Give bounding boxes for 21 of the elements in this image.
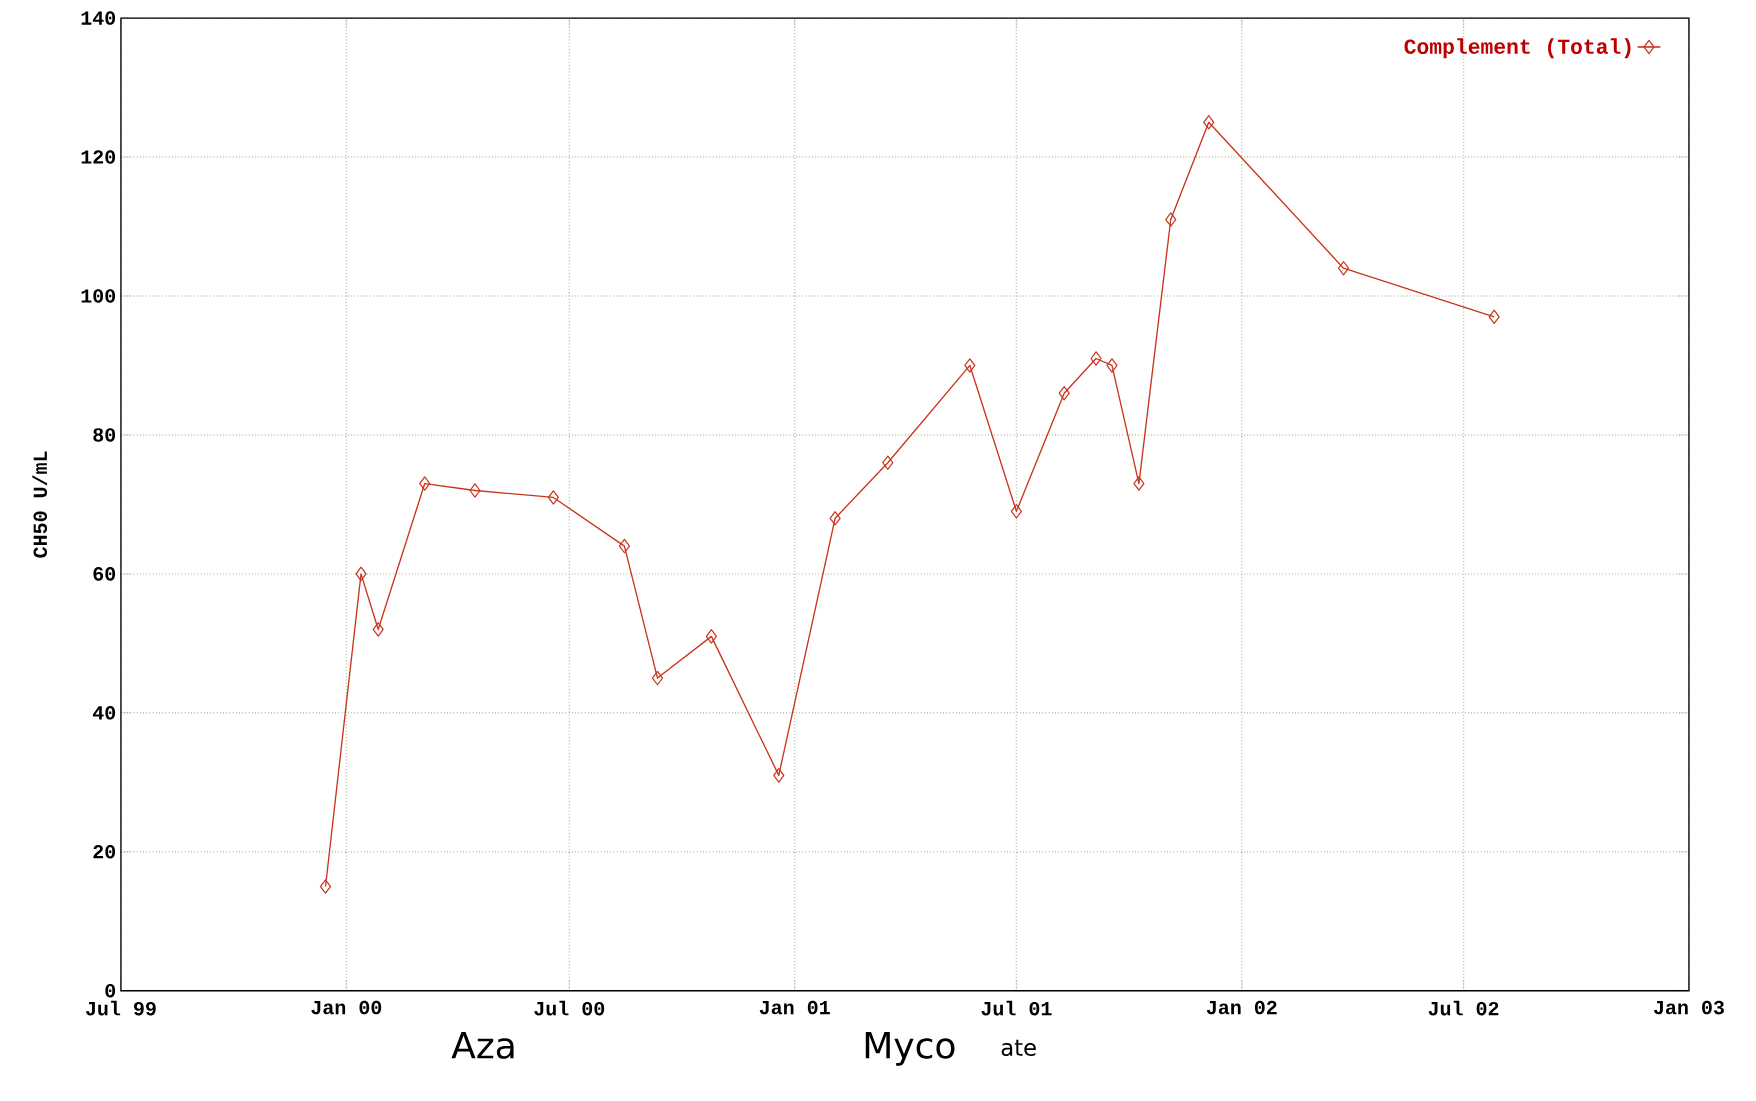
y-tick-label: 80 [93,428,116,442]
x-tick-label: Jul 99 [85,1000,156,1016]
x-tick-label: Jan 01 [759,1000,830,1015]
y-tick-label: 100 [81,289,116,303]
y-tick-label: 0 [105,983,116,998]
x-tick-label: Jan 03 [1653,1000,1724,1015]
text: Aza [451,1032,514,1059]
y-axis-title: CH50 U/mL [32,451,48,558]
x-tick-label: Jul 00 [534,1000,605,1016]
text: ate [1001,1039,1036,1056]
legend-label: Complement (Total) [1404,38,1631,59]
y-tick-label: 40 [92,706,116,720]
x-tick-label: Jul 01 [981,1000,1052,1016]
y-tick-label: 60 [93,567,116,581]
y-tick-label: 20 [93,844,116,859]
text: Myco [865,1032,955,1066]
y-tick-label: 140 [81,11,116,25]
x-tick-label: Jan 02 [1206,1000,1277,1015]
y-tick-label: 120 [81,150,116,164]
x-tick-label: Jan 00 [311,1000,382,1015]
x-tick-label: Jul 02 [1428,1000,1499,1016]
